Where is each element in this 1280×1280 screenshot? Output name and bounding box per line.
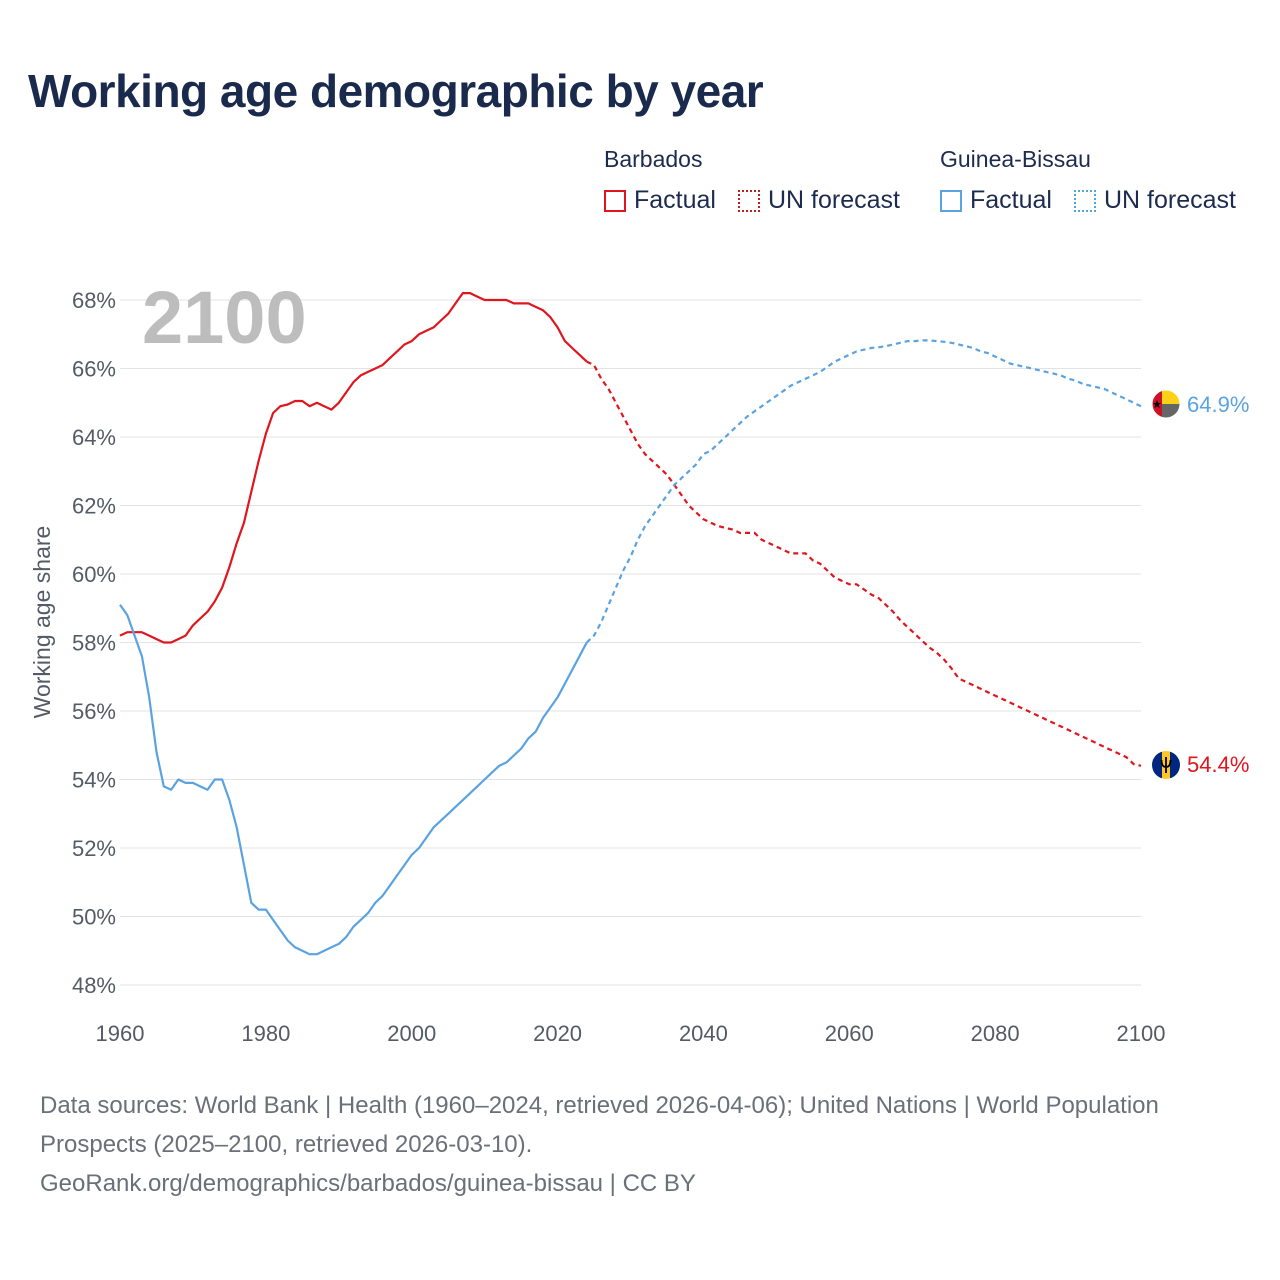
x-tick-label: 2060 bbox=[825, 1021, 874, 1046]
current-year-label: 2100 bbox=[142, 276, 307, 359]
y-tick-label: 52% bbox=[72, 836, 116, 861]
legend-group-barbados: Barbados bbox=[604, 146, 703, 172]
legend-group-guinea-bissau: Guinea-Bissau bbox=[940, 146, 1091, 172]
legend-label: UN forecast bbox=[768, 186, 900, 214]
y-tick-label: 54% bbox=[72, 768, 116, 793]
legend-barbados-factual[interactable]: Factual bbox=[604, 186, 716, 215]
barbados-end-value: 54.4% bbox=[1187, 752, 1249, 777]
legend-guinea-bissau-forecast[interactable]: UN forecast bbox=[1074, 186, 1236, 215]
y-tick-label: 48% bbox=[72, 973, 116, 998]
guinea-bissau-flag-icon[interactable] bbox=[1151, 389, 1181, 419]
x-tick-label: 2080 bbox=[971, 1021, 1020, 1046]
x-tick-label: 2000 bbox=[387, 1021, 436, 1046]
data-sources-text: Data sources: World Bank | Health (1960–… bbox=[40, 1092, 1159, 1158]
y-tick-label: 62% bbox=[72, 494, 116, 519]
barbados-flag-icon[interactable] bbox=[1152, 751, 1180, 779]
barbados-forecast-line[interactable] bbox=[586, 360, 1142, 767]
source-link[interactable]: GeoRank.org/demographics/barbados/guinea… bbox=[40, 1170, 696, 1197]
legend-swatch-blue-solid bbox=[940, 189, 962, 212]
y-tick-labels: 48% 50% 52% 54% 56% 58% 60% 62% 64% 66% 68% bbox=[72, 288, 116, 998]
x-tick-label: 1980 bbox=[241, 1021, 290, 1046]
legend-swatch-red-solid bbox=[604, 189, 626, 212]
x-tick-label: 2020 bbox=[533, 1021, 582, 1046]
guinea-bissau-forecast-line[interactable] bbox=[585, 339, 1142, 644]
footer: Data sources: World Bank | Health (1960–… bbox=[40, 1086, 1240, 1203]
y-tick-label: 68% bbox=[72, 288, 116, 313]
y-tick-label: 60% bbox=[72, 562, 116, 587]
barbados-factual-line[interactable] bbox=[119, 292, 588, 644]
legend-swatch-red-dotted bbox=[738, 189, 760, 212]
guinea-bissau-end-value: 64.9% bbox=[1187, 392, 1249, 417]
legend-barbados-forecast[interactable]: UN forecast bbox=[738, 186, 900, 215]
legend-guinea-bissau-factual[interactable]: Factual bbox=[940, 186, 1052, 215]
y-tick-label: 56% bbox=[72, 699, 116, 724]
x-tick-label: 1960 bbox=[96, 1021, 145, 1046]
x-tick-labels: 1960 1980 2000 2020 2040 2060 2080 2100 bbox=[96, 1021, 1166, 1046]
legend-label: Factual bbox=[970, 186, 1052, 214]
y-axis-label: Working age share bbox=[29, 526, 55, 719]
x-tick-label: 2100 bbox=[1117, 1021, 1166, 1046]
chart-title: Working age demographic by year bbox=[28, 65, 764, 117]
gridlines bbox=[120, 299, 1141, 986]
line-chart: 48%50%52%54%56%58%60%62%64%66%68% 1960 19… bbox=[29, 276, 1249, 1046]
legend-label: Factual bbox=[634, 186, 716, 214]
legend-swatch-blue-dotted bbox=[1074, 189, 1096, 212]
y-tick-label: 66% bbox=[72, 357, 116, 382]
y-tick-label: 58% bbox=[72, 631, 116, 656]
x-tick-label: 2040 bbox=[679, 1021, 728, 1046]
legend-label: UN forecast bbox=[1104, 186, 1236, 214]
guinea-bissau-factual-line[interactable] bbox=[119, 604, 588, 956]
y-tick-label: 50% bbox=[72, 905, 116, 930]
series-lines bbox=[119, 292, 1142, 956]
y-tick-label: 64% bbox=[72, 425, 116, 450]
